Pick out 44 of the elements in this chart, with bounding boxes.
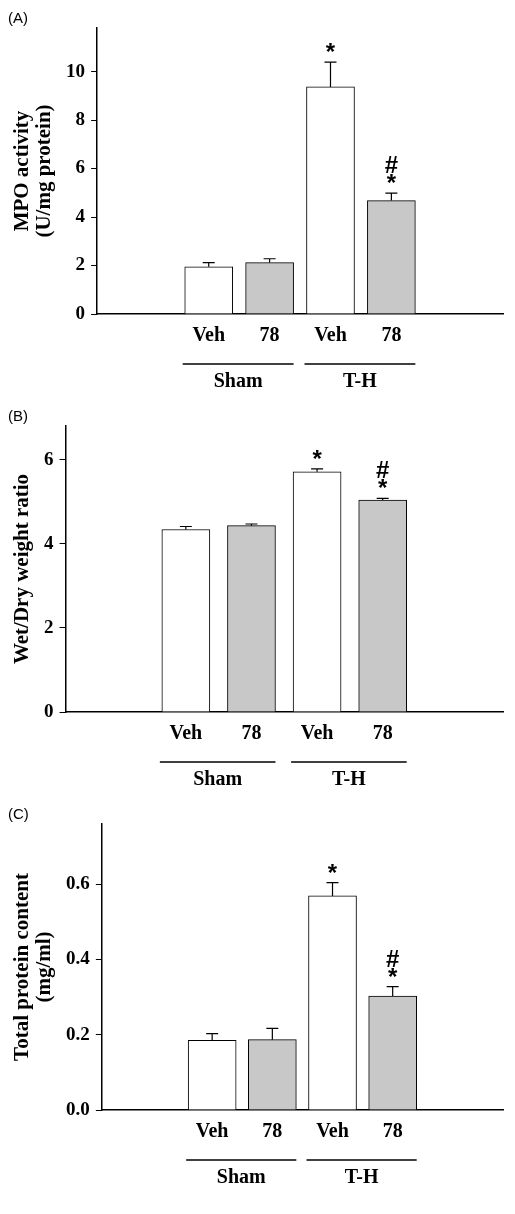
text: Sham xyxy=(216,1165,267,1188)
text: (B) xyxy=(8,407,28,425)
data-label: * xyxy=(326,858,339,886)
x-tick-label: 78 xyxy=(259,323,280,346)
x-tick-label: 78 xyxy=(382,1119,403,1142)
text: T-H xyxy=(332,767,367,790)
data-label: # * xyxy=(375,456,391,502)
y-axis-title: Wet/Dry weight ratio xyxy=(9,473,34,665)
data-label: # * xyxy=(383,151,400,197)
y-axis-title: Total protein content (mg/ml) xyxy=(9,873,56,1061)
y-tick-label: 2 xyxy=(44,615,54,637)
data-label: * xyxy=(324,38,337,66)
text: Sham xyxy=(213,369,263,392)
x-tick-label: 78 xyxy=(372,721,393,744)
data-label: * xyxy=(311,444,323,472)
x-tick-label: Veh xyxy=(314,323,347,346)
y-tick-label: 0.6 xyxy=(66,872,90,894)
y-tick-label: 0.2 xyxy=(66,1022,90,1044)
x-tick-label: Veh xyxy=(195,1119,229,1142)
text: (A) xyxy=(8,9,28,27)
x-tick-label: Veh xyxy=(192,323,226,346)
y-tick-label: 4 xyxy=(44,531,55,553)
y-tick-label: 0 xyxy=(75,301,86,323)
y-axis-title: MPO activity (U/mg protein) xyxy=(9,104,56,238)
x-tick-label: Veh xyxy=(169,721,203,744)
x-tick-label: 78 xyxy=(381,323,402,346)
text: (C) xyxy=(8,805,29,823)
data-label: # * xyxy=(385,944,401,990)
x-tick-label: 78 xyxy=(262,1119,283,1142)
x-tick-label: 78 xyxy=(241,721,262,744)
y-tick-label: 4 xyxy=(75,204,86,226)
text: T-H xyxy=(343,369,378,392)
y-tick-label: 0 xyxy=(44,699,54,721)
x-tick-label: Veh xyxy=(316,1119,349,1142)
text: Sham xyxy=(193,767,243,790)
y-tick-label: 0.4 xyxy=(66,947,91,969)
x-tick-label: Veh xyxy=(300,721,334,744)
y-tick-label: 0.0 xyxy=(66,1097,90,1119)
y-tick-label: 10 xyxy=(66,59,86,81)
y-tick-label: 6 xyxy=(44,447,54,469)
y-tick-label: 6 xyxy=(75,156,86,178)
text: T-H xyxy=(344,1165,379,1188)
y-tick-label: 2 xyxy=(75,253,86,275)
y-tick-label: 8 xyxy=(75,108,86,130)
